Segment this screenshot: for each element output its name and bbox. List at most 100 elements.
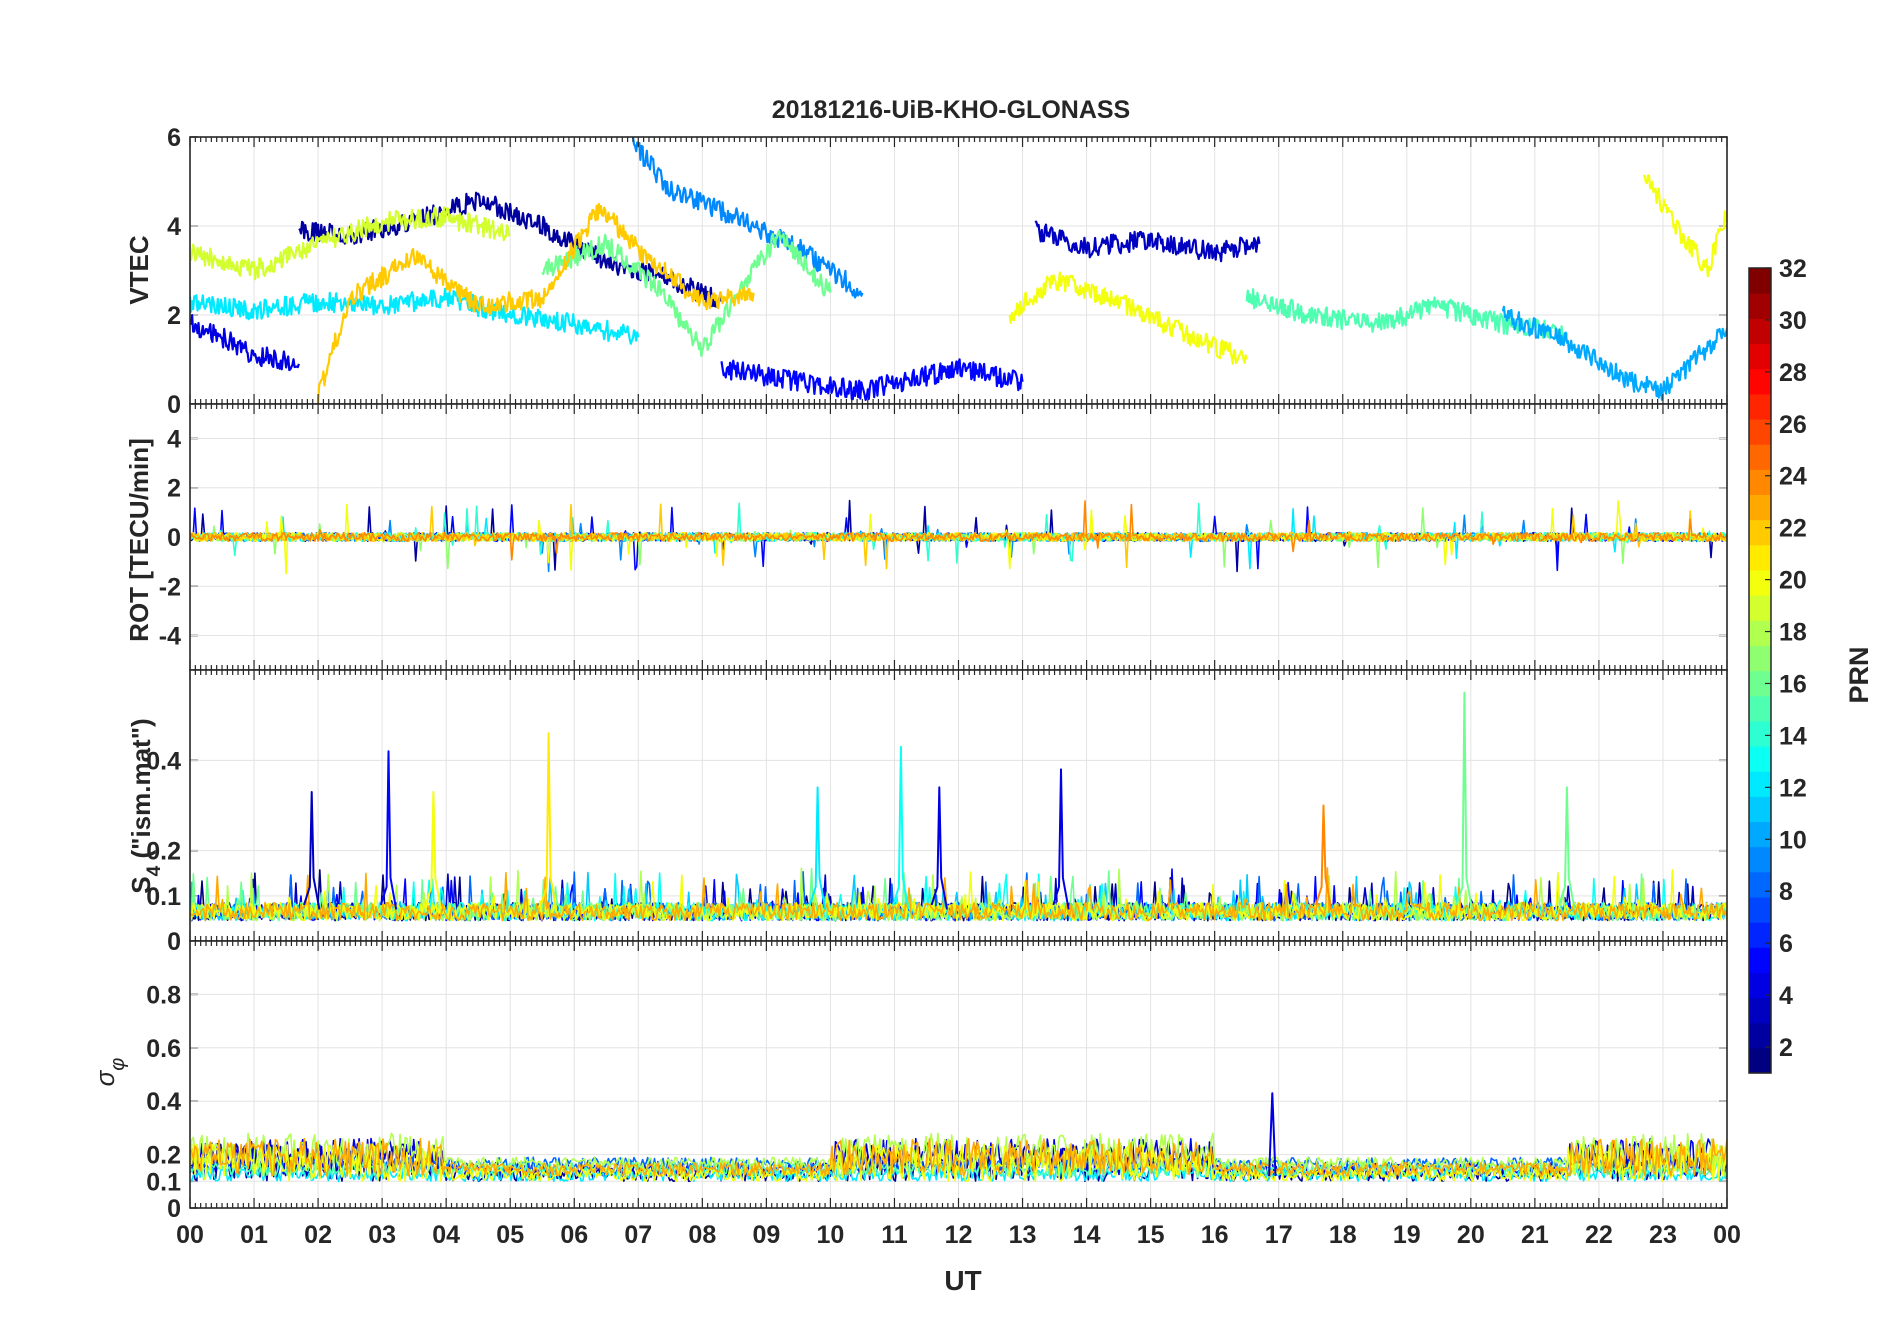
sigma-series-prn-20 (190, 1143, 1727, 1183)
colorbar-segment (1749, 418, 1771, 445)
colorbar-segment (1749, 368, 1771, 395)
colorbar-tick-label: 2 (1779, 1034, 1793, 1062)
sigma-yticks: 00.10.2 0.4 0.6 0.8 (146, 981, 1727, 1223)
rot-series-group (190, 499, 1727, 575)
sigma-ytick-label: 0.4 (146, 1088, 181, 1116)
colorbar-label: PRN (1844, 646, 1874, 703)
x-tick-label: 20 (1457, 1221, 1485, 1249)
vtec-series-prn-12 (190, 287, 640, 345)
sigma-series-group (190, 1092, 1727, 1183)
colorbar-frame (1748, 267, 1772, 1074)
s4-ytick-label: 0.1 (146, 883, 181, 911)
vtec-ytick-label: 0 (167, 391, 181, 419)
x-tick-label: 06 (560, 1221, 588, 1249)
colorbar-segment (1749, 519, 1771, 546)
colorbar-tick-label: 22 (1779, 515, 1807, 543)
colorbar-segment (1749, 896, 1771, 923)
x-tick-label: 09 (752, 1221, 780, 1249)
x-tick-label: 07 (624, 1221, 652, 1249)
rot-series-prn-22 (190, 503, 1727, 570)
s4-spike (1314, 804, 1333, 910)
rot-ytick-label: 2 (167, 475, 181, 503)
rot-series-prn-24 (190, 500, 1727, 561)
colorbar-segment (1749, 268, 1771, 294)
colorbar-tick-label: 26 (1779, 411, 1807, 439)
rot-yticks: -4 -2 0 2 4 (159, 425, 1727, 651)
vtec-ylabel: VTEC (124, 235, 154, 305)
s4-ytick-label: 0 (167, 928, 181, 956)
colorbar-segment (1749, 645, 1771, 672)
colorbar-tick-label: 16 (1779, 670, 1807, 698)
colorbar-segment (1749, 821, 1771, 848)
s4-spike (892, 745, 910, 910)
x-tick-label: 00 (176, 1221, 204, 1249)
s4-ylabel: S4 ("ism.mat") (126, 718, 165, 893)
x-tick-label: 08 (688, 1221, 716, 1249)
vtec-ytick-label: 4 (167, 213, 181, 241)
s4-spike (930, 786, 948, 910)
sigma-ytick-label: 0 (167, 1195, 181, 1223)
x-tick-label: 01 (240, 1221, 268, 1249)
vtec-series-prn-3 (1034, 220, 1261, 263)
rot-ytick-label: -4 (159, 623, 181, 651)
x-tick-label: 05 (496, 1221, 524, 1249)
vtec-series-prn-9 (631, 137, 864, 299)
rot-ytick-label: 0 (167, 524, 181, 552)
colorbar-segment (1749, 1022, 1771, 1049)
x-tick-label: 14 (1073, 1221, 1101, 1249)
colorbar-segment (1749, 620, 1771, 646)
colorbar-tick-label: 20 (1779, 567, 1807, 595)
vtec-series-group (190, 137, 1727, 404)
colorbar-tick-label: 8 (1779, 878, 1793, 906)
sigma-axes-frame (189, 940, 1728, 1209)
x-tick-label: 19 (1393, 1221, 1421, 1249)
x-tick-label: 22 (1585, 1221, 1613, 1249)
vtec-series-prn-22 (317, 202, 755, 404)
x-tick-label: 10 (817, 1221, 845, 1249)
vtec-series-prn-16 (541, 229, 832, 357)
rot-ytick-label: 4 (167, 425, 181, 453)
colorbar-tick-label: 4 (1779, 982, 1793, 1010)
x-tick-label: 16 (1201, 1221, 1229, 1249)
colorbar-segment (1749, 494, 1771, 521)
colorbar-tick-label: 10 (1779, 826, 1807, 854)
s4-spike (424, 791, 442, 910)
colorbar-segment (1749, 393, 1771, 420)
vtec-series-prn-5 (720, 358, 1024, 401)
x-tick-label: 04 (432, 1221, 460, 1249)
colorbar-segment (1749, 695, 1771, 722)
rot-ylabel: ROT [TECU/min] (124, 438, 154, 642)
sigma-ytick-label: 0.1 (146, 1168, 181, 1196)
x-tick-label: 21 (1521, 1221, 1549, 1249)
vtec-series-prn-10 (1501, 305, 1727, 401)
colorbar-segment (1749, 720, 1771, 747)
colorbar-segment (1749, 846, 1771, 873)
x-axis-label: UT (944, 1265, 981, 1296)
x-tick-label: 17 (1265, 1221, 1293, 1249)
sigma-ytick-label: 0.6 (146, 1035, 181, 1063)
colorbar-segment (1749, 444, 1771, 470)
s4-yticks: 0 0.1 0.2 0.4 (146, 747, 1727, 956)
s4-ytick-label: 0.2 (146, 838, 181, 866)
x-tick-label: 15 (1137, 1221, 1165, 1249)
colorbar-tick-label: 14 (1779, 722, 1807, 750)
x-tick-label: 11 (881, 1221, 908, 1249)
s4-spike (808, 786, 827, 910)
colorbar-segment (1749, 871, 1771, 898)
x-tick-labels: 00 01 02 03 04 05 06 07 08 09 10 11 12 13 14 15 16 17 18 19… (176, 1221, 1741, 1249)
colorbar-segment (1749, 997, 1771, 1024)
s4-spike (1052, 768, 1070, 910)
colorbar-tick-label: 6 (1779, 930, 1793, 958)
sigma-panel: 00.10.2 0.4 0.6 0.8 (146, 940, 1728, 1223)
figure-title: 20181216-UiB-KHO-GLONASS (772, 96, 1130, 124)
colorbar-segment (1749, 1047, 1771, 1074)
colorbar-tick-label: 18 (1779, 619, 1807, 647)
rot-ytick-label: -2 (159, 573, 181, 601)
vtec-series-prn-20 (1008, 271, 1248, 365)
vtec-panel: 0 2 4 6 (167, 124, 1728, 419)
s4-spike (379, 750, 398, 910)
colorbar-segment (1749, 796, 1771, 823)
